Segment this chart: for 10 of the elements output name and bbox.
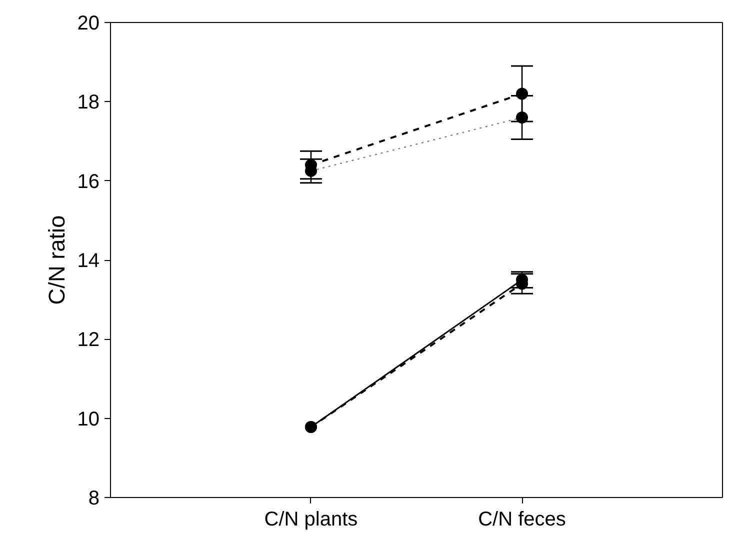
x-tick-label: C/N plants [264, 508, 358, 530]
y-tick-label: 8 [88, 488, 100, 510]
y-tick-label: 14 [77, 250, 100, 272]
y-tick-label: 18 [77, 92, 100, 114]
x-tick-label: C/N feces [478, 508, 566, 530]
y-tick-label: 12 [77, 329, 100, 352]
y-tick-label: 16 [77, 170, 100, 193]
y-tick-label: 10 [77, 408, 100, 430]
y-tick-label: 20 [77, 12, 100, 34]
y-axis-title: C/N ratio [43, 215, 70, 305]
